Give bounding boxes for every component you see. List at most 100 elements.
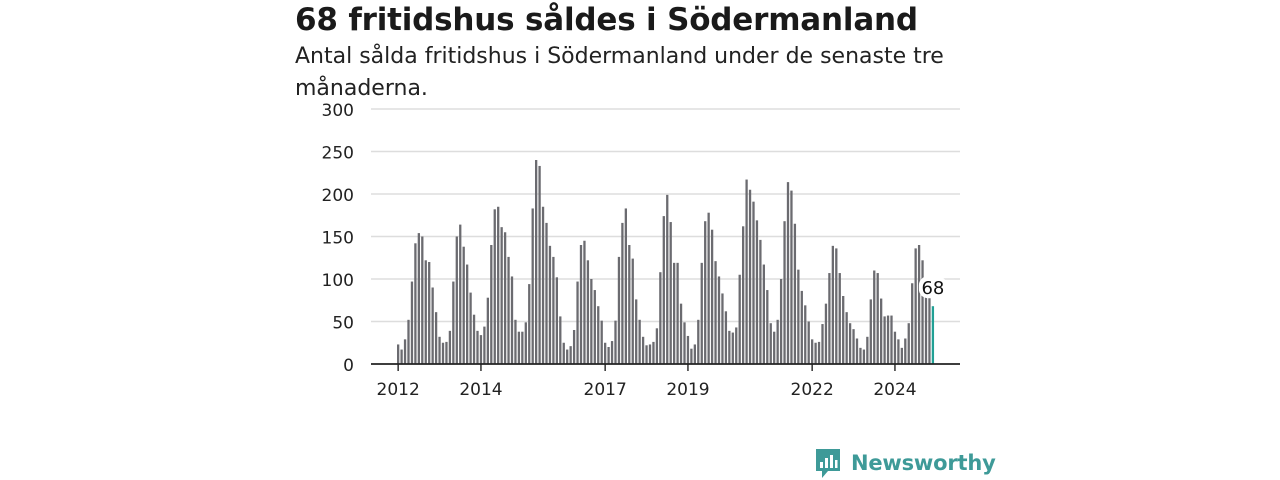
bar <box>759 239 762 364</box>
bar <box>814 342 817 364</box>
bar <box>434 312 438 364</box>
bar <box>541 206 545 364</box>
chart-title: 68 fritidshus såldes i Södermanland <box>295 2 918 38</box>
bar <box>697 319 700 364</box>
bar <box>790 190 793 364</box>
bar <box>407 319 410 364</box>
bar <box>431 287 434 364</box>
bar <box>838 273 841 364</box>
bar <box>783 221 786 364</box>
bar <box>614 320 617 364</box>
bar <box>600 320 603 364</box>
bar <box>807 321 810 364</box>
bar <box>817 341 821 364</box>
annotation-label: 68 <box>921 278 944 299</box>
bar <box>811 339 814 364</box>
bar <box>638 319 641 364</box>
bar <box>904 338 907 364</box>
y-tick-label: 50 <box>332 314 354 334</box>
bar <box>911 283 914 364</box>
bar <box>714 261 717 364</box>
bar <box>797 269 800 364</box>
bar <box>779 279 783 364</box>
bar <box>545 222 548 364</box>
x-tick-label: 2014 <box>459 380 502 400</box>
x-tick-label: 2024 <box>873 380 916 400</box>
chart-subtitle: Antal sålda fritidshus i Södermanland un… <box>295 44 944 101</box>
bar <box>559 316 562 364</box>
bar <box>583 240 586 364</box>
bar <box>700 262 703 364</box>
bar <box>735 327 738 364</box>
y-tick-label: 100 <box>322 271 354 291</box>
bar <box>552 256 555 364</box>
newsworthy-logo-icon <box>816 449 840 478</box>
bar <box>535 160 538 364</box>
bar <box>855 338 859 364</box>
bar <box>538 165 541 364</box>
bar-latest <box>931 306 935 364</box>
bar <box>455 236 458 364</box>
annotation-background <box>918 276 947 299</box>
bar <box>755 220 759 364</box>
bar <box>710 229 714 364</box>
bar <box>876 273 879 364</box>
bar <box>635 299 638 364</box>
bar <box>562 342 565 364</box>
bar <box>490 245 493 364</box>
bar <box>648 344 652 364</box>
bar <box>731 332 734 364</box>
bar <box>831 245 834 364</box>
bar <box>462 246 465 364</box>
bar <box>655 328 659 364</box>
bar <box>400 349 403 364</box>
bar <box>472 314 476 364</box>
bar <box>604 342 607 364</box>
brand-logo: Newsworthy <box>814 447 996 479</box>
y-tick-label: 300 <box>322 101 354 121</box>
brand-name: Newsworthy <box>851 451 996 475</box>
bar <box>621 222 624 364</box>
x-tick-label: 2017 <box>584 380 627 400</box>
bar <box>628 245 631 364</box>
bar <box>721 293 724 364</box>
bar <box>493 209 496 364</box>
bar <box>486 297 489 364</box>
bar <box>742 226 745 364</box>
y-tick-label: 250 <box>322 144 354 164</box>
bar <box>886 315 890 364</box>
bar <box>842 296 845 364</box>
bar <box>414 243 417 364</box>
bar <box>766 290 769 364</box>
bar <box>686 335 690 364</box>
bar <box>510 276 514 364</box>
bar <box>645 345 648 364</box>
bar <box>869 299 872 364</box>
bar <box>579 245 583 364</box>
bar <box>835 248 838 364</box>
bar <box>476 330 479 364</box>
x-tick-label: 2019 <box>666 380 709 400</box>
bar <box>873 270 876 364</box>
bar <box>483 326 486 364</box>
bar <box>848 323 852 364</box>
bar <box>566 349 569 364</box>
bar <box>417 233 420 364</box>
bar <box>845 312 848 364</box>
bar <box>804 305 807 364</box>
bar <box>528 284 531 364</box>
bar <box>800 290 803 364</box>
bar <box>900 347 903 364</box>
bar <box>673 262 676 364</box>
bar <box>452 281 455 364</box>
bar <box>441 342 445 364</box>
bar <box>531 208 534 364</box>
bar <box>707 212 710 364</box>
bar <box>507 256 510 364</box>
bar <box>745 179 748 364</box>
bar <box>693 344 696 364</box>
bar <box>914 248 917 364</box>
bar <box>828 273 831 364</box>
bar <box>776 319 779 364</box>
bar <box>466 264 469 364</box>
